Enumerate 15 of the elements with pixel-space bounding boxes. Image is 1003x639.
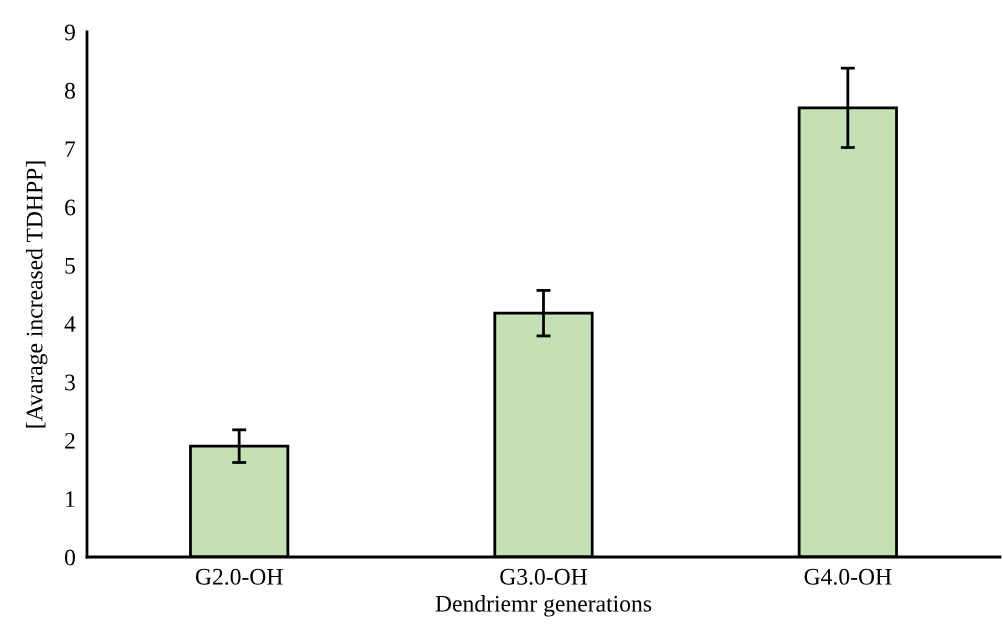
y-tick-label: 1 xyxy=(66,491,75,507)
x-tick-label: G2.0-OH xyxy=(195,568,283,585)
y-tick-label: 3 xyxy=(65,374,75,391)
y-tick-label: 7 xyxy=(65,141,76,157)
y-tick-label: 4 xyxy=(64,316,76,332)
y-tick-label: 2 xyxy=(65,432,75,449)
y-tick-label: 0 xyxy=(64,549,75,566)
y-tick-label: 6 xyxy=(65,199,76,216)
x-tick-label: G3.0-OH xyxy=(500,568,588,585)
y-tick-label: 9 xyxy=(64,24,75,41)
x-tick-label: G4.0-OH xyxy=(804,568,892,585)
y-tick-label: 8 xyxy=(64,82,75,99)
y-axis-title: [Avarage increased TDHPP] xyxy=(25,161,48,428)
y-tick-label: 5 xyxy=(65,258,75,274)
x-axis-title: Dendriemr generations xyxy=(435,595,652,617)
